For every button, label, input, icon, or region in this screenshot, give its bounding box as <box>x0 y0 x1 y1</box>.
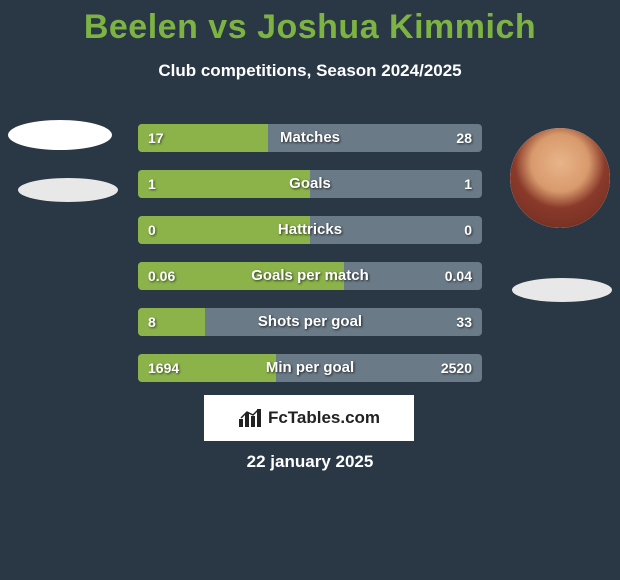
stat-label: Goals per match <box>138 262 482 290</box>
title-vs: vs <box>208 8 247 46</box>
title-player-left: Beelen <box>84 8 199 46</box>
stat-row: 00Hattricks <box>138 216 482 244</box>
stat-label: Hattricks <box>138 216 482 244</box>
stat-label: Goals <box>138 170 482 198</box>
stat-row: 11Goals <box>138 170 482 198</box>
stat-row: 0.060.04Goals per match <box>138 262 482 290</box>
logo-text: FcTables.com <box>268 408 380 428</box>
title-player-right: Joshua Kimmich <box>257 8 536 46</box>
avatar-left-shadow <box>18 178 118 202</box>
stat-label: Min per goal <box>138 354 482 382</box>
stat-label: Shots per goal <box>138 308 482 336</box>
subtitle: Club competitions, Season 2024/2025 <box>0 61 620 81</box>
page-title: Beelen vs Joshua Kimmich <box>0 0 620 47</box>
avatar-right-shadow <box>512 278 612 302</box>
bar-chart-icon <box>238 409 262 427</box>
avatar-right-photo <box>510 128 610 228</box>
stat-row: 16942520Min per goal <box>138 354 482 382</box>
snapshot-date: 22 january 2025 <box>0 452 620 472</box>
stat-row: 1728Matches <box>138 124 482 152</box>
fctables-logo-box: FcTables.com <box>204 395 414 441</box>
stat-label: Matches <box>138 124 482 152</box>
stat-bars: 1728Matches 11Goals 00Hattricks 0.060.04Goa… <box>138 124 482 400</box>
avatar-right <box>510 128 610 228</box>
stat-row: 833Shots per goal <box>138 308 482 336</box>
avatar-left-placeholder <box>8 120 112 150</box>
